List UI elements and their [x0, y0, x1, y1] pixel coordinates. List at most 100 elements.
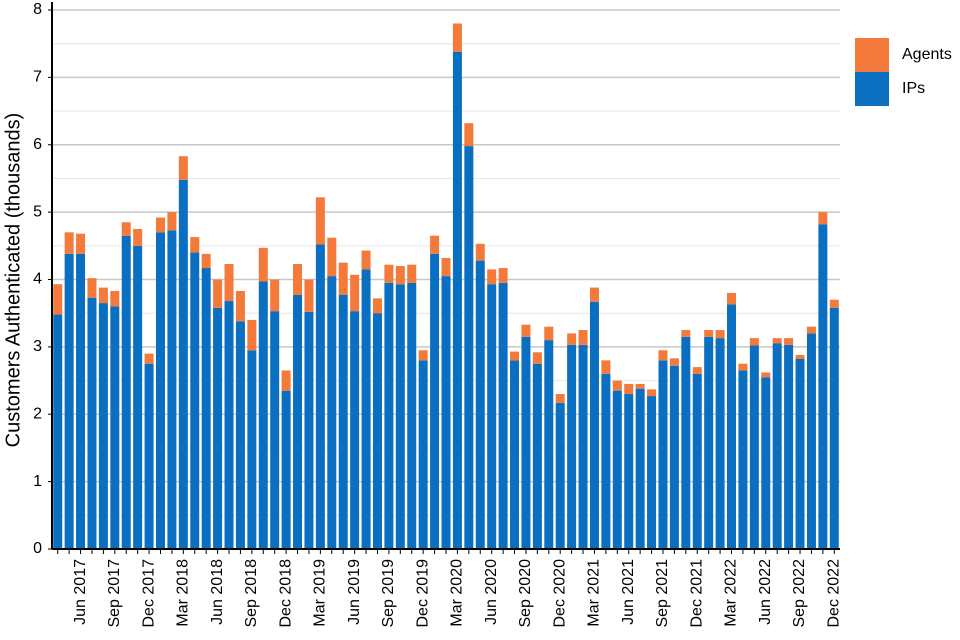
- y-tick-label: 2: [33, 405, 42, 422]
- bar-segment: [578, 344, 588, 549]
- x-tick-label: Sep 2020: [517, 559, 534, 628]
- bar-segment: [98, 287, 108, 304]
- bar-segment: [281, 390, 291, 549]
- bar-segment: [384, 264, 394, 283]
- bar-segment: [727, 304, 737, 549]
- x-tick-label: Jun 2020: [483, 559, 500, 625]
- bar-segment: [304, 311, 314, 549]
- x-tick-label: Sep 2017: [106, 559, 123, 628]
- bar-segment: [475, 260, 485, 549]
- bar-segment: [98, 303, 108, 549]
- bar-segment: [532, 352, 542, 364]
- x-tick-label: Jun 2018: [209, 559, 226, 625]
- bar-segment: [418, 350, 428, 361]
- bar-segment: [327, 276, 337, 549]
- bar-segment: [247, 350, 257, 549]
- x-tick-label: Dec 2019: [414, 559, 431, 628]
- bar-segment: [430, 235, 440, 254]
- bar-segment: [510, 351, 520, 361]
- bar-segment: [635, 383, 645, 389]
- bar-segment: [201, 253, 211, 269]
- x-tick-label: Sep 2018: [243, 559, 260, 628]
- bar-segment: [761, 377, 771, 549]
- legend-label: IPs: [902, 80, 925, 97]
- legend-swatch: [855, 38, 889, 72]
- bar-segment: [293, 294, 303, 549]
- bar-segment: [749, 345, 759, 549]
- bar-segment: [829, 307, 839, 549]
- bar-segment: [498, 282, 508, 549]
- bar-segment: [293, 264, 303, 295]
- bar-segment: [133, 245, 143, 549]
- bar-segment: [53, 284, 63, 315]
- bar-segment: [555, 402, 565, 549]
- bar-segment: [669, 365, 679, 549]
- bar-segment: [407, 282, 417, 549]
- bar-segment: [521, 324, 531, 337]
- bar-segment: [224, 301, 234, 549]
- bar-segment: [133, 228, 143, 246]
- bar-segment: [738, 363, 748, 371]
- bar-segment: [692, 367, 702, 374]
- y-tick-label: 3: [33, 338, 42, 355]
- bar-segment: [190, 252, 200, 550]
- bar-segment: [567, 333, 577, 345]
- bar-segment: [487, 284, 497, 549]
- bar-segment: [704, 330, 714, 337]
- x-tick-label: Jun 2019: [346, 559, 363, 625]
- y-tick-label: 1: [33, 473, 42, 490]
- bar-segment: [270, 311, 280, 549]
- x-tick-label: Sep 2021: [654, 559, 671, 628]
- bar-segment: [64, 232, 74, 254]
- bar-segment: [635, 388, 645, 549]
- x-tick-label: Mar 2018: [175, 559, 192, 627]
- bar-segment: [281, 370, 291, 391]
- bar-segment: [407, 264, 417, 283]
- bar-segment: [704, 336, 714, 549]
- bar-segment: [806, 326, 816, 334]
- bar-segment: [612, 380, 622, 391]
- bar-segment: [121, 235, 131, 550]
- bar-segment: [464, 146, 474, 549]
- y-tick-label: 5: [33, 203, 42, 220]
- y-axis-label: Customers Authenticated (thousands): [2, 113, 24, 448]
- bar-segment: [338, 294, 348, 549]
- bar-segment: [121, 222, 131, 236]
- bar-segment: [213, 307, 223, 549]
- y-tick-label: 4: [33, 271, 42, 288]
- bar-segment: [372, 313, 382, 549]
- bar-segment: [772, 338, 782, 344]
- bar-segment: [350, 274, 360, 312]
- bar-segment: [510, 360, 520, 549]
- x-tick-label: Sep 2022: [791, 559, 808, 628]
- bar-segment: [624, 394, 634, 549]
- bar-segment: [727, 292, 737, 305]
- bar-segment: [315, 244, 325, 549]
- bar-segment: [567, 344, 577, 549]
- bar-segment: [806, 333, 816, 549]
- bar-segment: [658, 360, 668, 549]
- bar-segment: [829, 299, 839, 308]
- bar-segment: [327, 237, 337, 277]
- bar-segment: [738, 370, 748, 549]
- bar-segment: [692, 373, 702, 549]
- bar-segment: [178, 179, 188, 549]
- bar-segment: [53, 314, 63, 549]
- x-tick-label: Dec 2022: [826, 559, 843, 628]
- bar-segment: [681, 330, 691, 337]
- bar-segment: [224, 264, 234, 302]
- x-tick-label: Mar 2020: [449, 559, 466, 627]
- bar-segment: [669, 358, 679, 366]
- bar-segment: [624, 383, 634, 395]
- bar-segment: [144, 363, 154, 549]
- bar-segment: [464, 123, 474, 147]
- bar-segment: [350, 311, 360, 549]
- bar-segment: [452, 51, 462, 550]
- bar-segment: [235, 290, 245, 322]
- bar-segment: [167, 230, 177, 549]
- bar-segment: [658, 350, 668, 361]
- bar-segment: [395, 284, 405, 549]
- bar-segment: [270, 279, 280, 312]
- y-tick-label: 7: [33, 69, 42, 86]
